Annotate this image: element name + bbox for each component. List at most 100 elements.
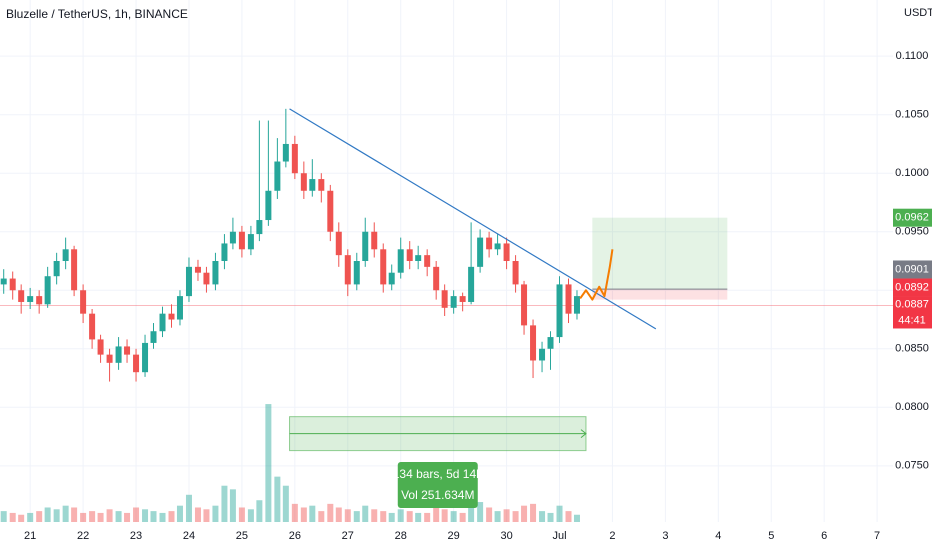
candle-body xyxy=(62,249,69,261)
candle-body xyxy=(185,266,192,297)
candle-body xyxy=(353,261,360,285)
candle-body xyxy=(133,354,140,373)
volume-bar xyxy=(424,512,431,522)
price-tag xyxy=(893,260,932,279)
candle-body xyxy=(450,296,457,308)
volume-bar xyxy=(168,511,175,522)
candle-body xyxy=(539,348,546,361)
candle-body xyxy=(573,296,580,314)
candle-body xyxy=(362,231,369,261)
price-tag-label: 0.0901 xyxy=(895,263,929,275)
volume-bar xyxy=(106,509,113,522)
currency-label: USDT xyxy=(904,7,932,19)
candle-body xyxy=(142,342,149,373)
candle-body xyxy=(194,266,201,273)
volume-bar xyxy=(344,509,351,522)
candle-body xyxy=(371,231,378,250)
x-tick-label: 22 xyxy=(77,530,89,542)
candle-body xyxy=(159,313,166,332)
price-tag-label: 0.0962 xyxy=(895,212,929,224)
candle-body xyxy=(44,276,51,305)
y-tick-label: 0.1000 xyxy=(895,167,929,179)
volume-bar xyxy=(238,507,245,522)
volume-bar xyxy=(282,485,289,522)
candle-body xyxy=(238,231,245,250)
x-tick-label: 21 xyxy=(24,530,36,542)
candles xyxy=(0,108,580,382)
candle-body xyxy=(494,243,501,250)
candle-body xyxy=(53,261,60,277)
candle-body xyxy=(512,261,519,285)
candle-body xyxy=(9,278,16,291)
candle-body xyxy=(503,243,510,261)
candle-body xyxy=(521,284,528,326)
volume-bar xyxy=(212,505,219,522)
volume-bar xyxy=(221,485,228,522)
volume-bar xyxy=(362,505,369,522)
candle-body xyxy=(433,266,440,291)
x-tick-label: 30 xyxy=(500,530,512,542)
candle-body xyxy=(203,272,210,285)
candle-body xyxy=(176,296,183,320)
y-tick-label: 0.1050 xyxy=(895,109,929,121)
candle-body xyxy=(380,249,387,285)
candle-body xyxy=(71,249,78,291)
volume-bar xyxy=(265,404,272,522)
volume-bar xyxy=(44,507,51,522)
volume-bar xyxy=(185,494,192,522)
candle-body xyxy=(27,296,34,302)
date-range-arrow xyxy=(289,429,587,439)
volume-bar xyxy=(53,509,60,522)
candle-body xyxy=(344,255,351,285)
volume-bar xyxy=(176,505,183,522)
volume-bar xyxy=(0,511,7,522)
volume-bar xyxy=(9,512,16,522)
volume-bar xyxy=(521,505,528,522)
volume-bar xyxy=(124,512,131,522)
candle-body xyxy=(406,249,413,261)
candle-body xyxy=(89,313,96,340)
candle-body xyxy=(256,220,263,235)
date-range-volume: Vol 251.634M xyxy=(401,488,474,502)
candle-body xyxy=(36,296,43,305)
volume-bar xyxy=(335,507,342,522)
projection-line xyxy=(579,249,614,301)
volume-bar xyxy=(380,511,387,522)
volume-bar xyxy=(291,503,298,522)
x-tick-label: 27 xyxy=(342,530,354,542)
candle-body xyxy=(18,290,25,302)
volume-bar xyxy=(573,514,580,522)
volume-bar xyxy=(327,503,334,522)
volume-bar xyxy=(150,511,157,522)
volume-bar xyxy=(27,512,34,522)
candle-body xyxy=(468,266,475,302)
candle-body xyxy=(415,255,422,261)
x-tick-label: 4 xyxy=(715,530,721,542)
volume-bar xyxy=(256,500,263,522)
candle-body xyxy=(168,313,175,320)
volume-bar xyxy=(89,511,96,522)
volume-bar xyxy=(441,509,448,522)
x-tick-label: 24 xyxy=(183,530,195,542)
candle-body xyxy=(97,339,104,355)
volume-bar xyxy=(565,511,572,522)
x-tick-label: 23 xyxy=(130,530,142,542)
candle-body xyxy=(300,173,307,191)
volume-pane xyxy=(0,404,580,522)
candle-body xyxy=(221,243,228,261)
volume-bar xyxy=(80,512,87,522)
candle-body xyxy=(124,346,131,355)
volume-bar xyxy=(433,507,440,522)
last-price-tag xyxy=(893,296,932,329)
y-tick-label: 0.0750 xyxy=(895,460,929,472)
volume-bar xyxy=(318,511,325,522)
volume-bar xyxy=(115,511,122,522)
candle-body xyxy=(106,354,113,363)
volume-bar xyxy=(194,507,201,522)
candle-body xyxy=(486,237,493,250)
candle-body xyxy=(291,143,298,174)
date-range-bars: 134 bars, 5d 14h xyxy=(393,467,483,481)
volume-bar xyxy=(300,507,307,522)
y-tick-label: 0.0800 xyxy=(895,401,929,413)
x-tick-label: Jul xyxy=(552,530,566,542)
